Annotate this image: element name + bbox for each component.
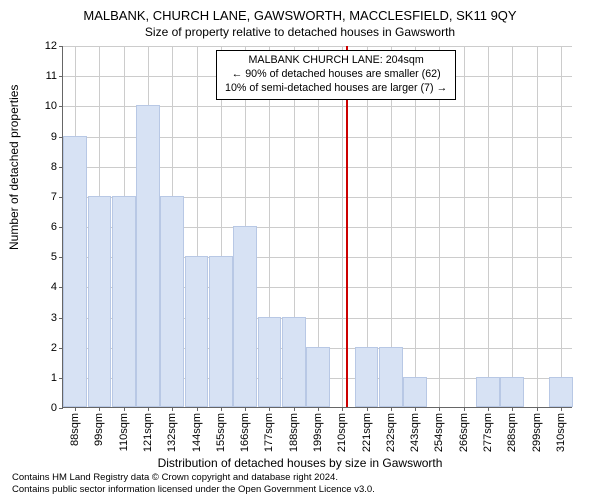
x-tick-label: 155sqm (215, 413, 227, 452)
histogram-bar (185, 256, 209, 407)
histogram-bar (282, 317, 306, 408)
x-tick-label: 254sqm (433, 413, 445, 452)
x-tick-mark (512, 407, 513, 411)
x-tick-mark (172, 407, 173, 411)
x-tick-mark (148, 407, 149, 411)
x-tick-mark (415, 407, 416, 411)
x-tick-label: 299sqm (531, 413, 543, 452)
x-tick-mark (269, 407, 270, 411)
x-tick-mark (391, 407, 392, 411)
x-tick-label: 199sqm (312, 413, 324, 452)
y-tick-mark (59, 408, 63, 409)
histogram-bar (63, 136, 87, 408)
histogram-bar (209, 256, 233, 407)
x-tick-mark (342, 407, 343, 411)
annotation-line: ← 90% of detached houses are smaller (62… (225, 68, 447, 82)
histogram-chart: MALBANK CHURCH LANE: 204sqm ← 90% of det… (62, 46, 572, 408)
x-tick-label: 166sqm (239, 413, 251, 452)
x-tick-label: 243sqm (409, 413, 421, 452)
annotation-line: 10% of semi-detached houses are larger (… (225, 82, 447, 96)
histogram-bar (112, 196, 136, 407)
attribution-line: Contains HM Land Registry data © Crown c… (12, 472, 375, 484)
x-tick-mark (537, 407, 538, 411)
x-tick-label: 310sqm (555, 413, 567, 452)
x-tick-label: 266sqm (458, 413, 470, 452)
x-tick-label: 132sqm (166, 413, 178, 452)
histogram-bar (306, 347, 330, 407)
histogram-bar (136, 105, 160, 407)
x-axis-label: Distribution of detached houses by size … (158, 456, 443, 470)
x-tick-label: 121sqm (142, 413, 154, 452)
y-axis-label: Number of detached properties (7, 85, 21, 250)
page-subtitle: Size of property relative to detached ho… (0, 23, 600, 39)
x-tick-label: 88sqm (69, 413, 81, 446)
x-tick-mark (99, 407, 100, 411)
marker-annotation: MALBANK CHURCH LANE: 204sqm ← 90% of det… (216, 50, 456, 100)
gridline-vertical (512, 46, 513, 407)
x-tick-mark (561, 407, 562, 411)
histogram-bar (500, 377, 524, 407)
histogram-bar (160, 196, 184, 407)
x-tick-label: 210sqm (336, 413, 348, 452)
attribution-line: Contains public sector information licen… (12, 484, 375, 496)
histogram-bar (549, 377, 573, 407)
x-tick-mark (439, 407, 440, 411)
x-tick-label: 110sqm (118, 413, 130, 451)
histogram-bar (379, 347, 403, 407)
gridline-vertical (439, 46, 440, 407)
histogram-bar (233, 226, 257, 407)
gridline-vertical (342, 46, 343, 407)
histogram-bar (355, 347, 379, 407)
annotation-line: MALBANK CHURCH LANE: 204sqm (225, 54, 447, 68)
x-tick-label: 277sqm (482, 413, 494, 452)
gridline-vertical (464, 46, 465, 407)
x-tick-mark (464, 407, 465, 411)
gridline-vertical (537, 46, 538, 407)
x-tick-mark (197, 407, 198, 411)
gridline-vertical (488, 46, 489, 407)
x-tick-mark (488, 407, 489, 411)
x-tick-label: 288sqm (506, 413, 518, 452)
x-tick-mark (318, 407, 319, 411)
page-title: MALBANK, CHURCH LANE, GAWSWORTH, MACCLES… (0, 0, 600, 23)
x-tick-label: 144sqm (191, 413, 203, 452)
x-tick-mark (221, 407, 222, 411)
x-tick-label: 232sqm (385, 413, 397, 452)
x-tick-mark (367, 407, 368, 411)
histogram-bar (258, 317, 282, 408)
histogram-bar (476, 377, 500, 407)
x-tick-mark (294, 407, 295, 411)
x-tick-mark (245, 407, 246, 411)
gridline-vertical (561, 46, 562, 407)
attribution-text: Contains HM Land Registry data © Crown c… (12, 472, 375, 496)
x-tick-mark (124, 407, 125, 411)
marker-line (346, 46, 348, 407)
histogram-bar (88, 196, 112, 407)
x-tick-label: 177sqm (263, 413, 275, 452)
histogram-bar (403, 377, 427, 407)
gridline-vertical (415, 46, 416, 407)
x-tick-label: 99sqm (93, 413, 105, 446)
x-tick-label: 188sqm (288, 413, 300, 452)
x-tick-mark (75, 407, 76, 411)
x-tick-label: 221sqm (361, 413, 373, 452)
